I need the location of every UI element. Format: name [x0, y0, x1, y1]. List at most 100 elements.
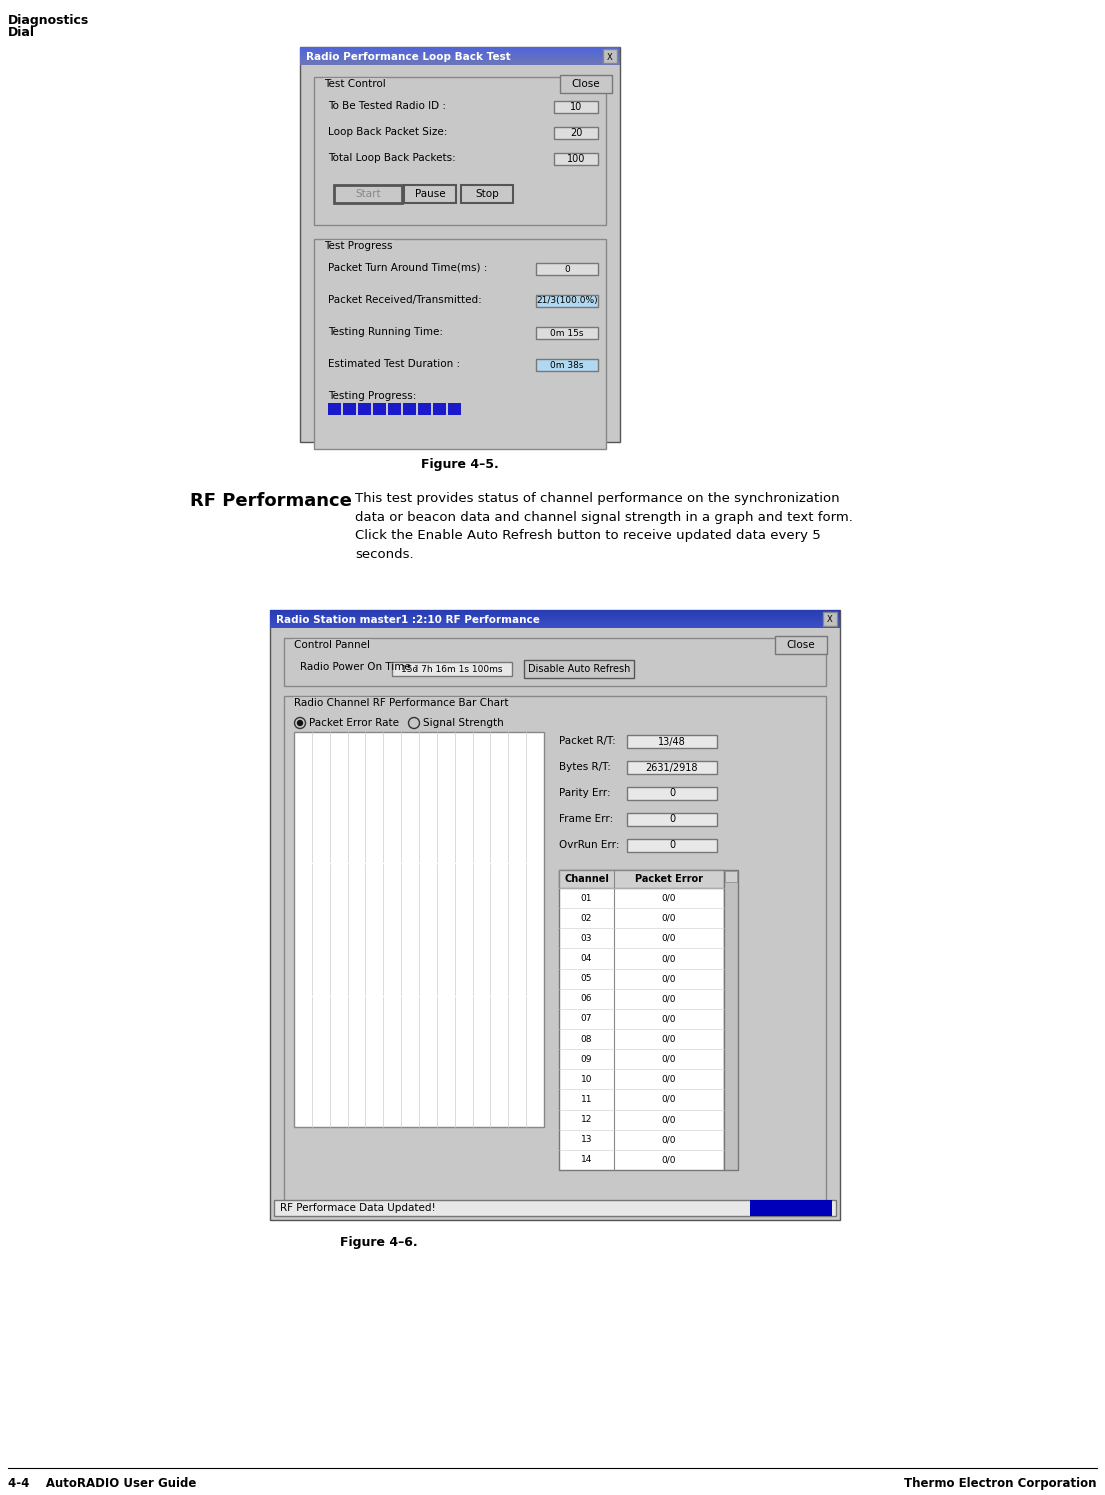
Text: 2631/2918: 2631/2918: [645, 762, 698, 773]
Text: To Be Tested Radio ID :: To Be Tested Radio ID :: [328, 102, 446, 111]
Text: Test Control: Test Control: [324, 79, 386, 90]
Bar: [433, 404, 446, 416]
Text: Estimated Test Duration :: Estimated Test Duration :: [328, 359, 460, 369]
Text: Channel: Channel: [564, 875, 609, 884]
Bar: [725, 872, 737, 882]
Bar: [373, 404, 386, 416]
Bar: [403, 404, 415, 416]
Text: Radio Power On Time :: Radio Power On Time :: [299, 662, 418, 671]
Bar: [536, 295, 598, 306]
Bar: [627, 813, 717, 827]
Text: 0m 38s: 0m 38s: [550, 360, 583, 369]
Bar: [823, 611, 836, 626]
Text: 07: 07: [581, 1015, 592, 1024]
Text: Testing Running Time:: Testing Running Time:: [328, 327, 443, 336]
Text: 0: 0: [669, 815, 675, 825]
Bar: [627, 761, 717, 774]
Text: 0/0: 0/0: [662, 1054, 676, 1064]
Text: 08: 08: [581, 1035, 592, 1044]
Text: 0/0: 0/0: [662, 1075, 676, 1084]
Text: 06: 06: [581, 994, 592, 1003]
Text: Radio Station master1 :2:10 RF Performance: Radio Station master1 :2:10 RF Performan…: [276, 614, 540, 625]
Text: 0/0: 0/0: [662, 975, 676, 984]
Text: OvrRun Err:: OvrRun Err:: [559, 840, 620, 851]
Bar: [775, 635, 827, 653]
Bar: [314, 78, 606, 226]
Text: Loop Back Packet Size:: Loop Back Packet Size:: [328, 127, 448, 138]
Text: 0/0: 0/0: [662, 934, 676, 943]
Bar: [750, 1200, 832, 1215]
Text: Start: Start: [355, 188, 381, 199]
Bar: [299, 46, 620, 443]
Text: 15d 7h 16m 1s 100ms: 15d 7h 16m 1s 100ms: [401, 664, 503, 674]
Text: 0/0: 0/0: [662, 894, 676, 903]
Text: 11: 11: [581, 1094, 592, 1103]
Bar: [627, 786, 717, 800]
Bar: [536, 327, 598, 339]
Text: 0: 0: [669, 788, 675, 798]
Bar: [559, 870, 724, 888]
Text: X: X: [828, 616, 833, 625]
Bar: [334, 185, 402, 203]
Bar: [524, 659, 634, 679]
Text: Packet R/T:: Packet R/T:: [559, 736, 615, 746]
Bar: [314, 239, 606, 448]
Bar: [284, 638, 827, 686]
Bar: [274, 1200, 836, 1215]
Bar: [358, 404, 371, 416]
Text: Testing Progress:: Testing Progress:: [328, 392, 417, 401]
Text: 02: 02: [581, 913, 592, 922]
Text: 04: 04: [581, 954, 592, 963]
Text: Diagnostics: Diagnostics: [8, 13, 90, 27]
Bar: [392, 662, 512, 676]
Circle shape: [297, 721, 303, 725]
Bar: [388, 404, 401, 416]
Bar: [603, 49, 617, 63]
Text: 20: 20: [570, 129, 582, 138]
Circle shape: [409, 718, 420, 728]
Text: 13/48: 13/48: [659, 737, 686, 746]
Text: 0m 15s: 0m 15s: [550, 329, 583, 338]
Text: 0/0: 0/0: [662, 1115, 676, 1124]
Text: Total Loop Back Packets:: Total Loop Back Packets:: [328, 152, 455, 163]
Bar: [627, 736, 717, 748]
Bar: [404, 185, 456, 203]
Text: Packet Received/Transmitted:: Packet Received/Transmitted:: [328, 295, 482, 305]
Bar: [536, 359, 598, 371]
Text: Parity Err:: Parity Err:: [559, 788, 611, 798]
Text: 05: 05: [581, 975, 592, 984]
Text: 09: 09: [581, 1054, 592, 1064]
Text: 0/0: 0/0: [662, 1156, 676, 1165]
Text: 14: 14: [581, 1156, 592, 1165]
Text: Thermo Electron Corporation: Thermo Electron Corporation: [905, 1477, 1097, 1491]
Text: This test provides status of channel performance on the synchronization
data or : This test provides status of channel per…: [355, 492, 853, 561]
Text: Stop: Stop: [475, 188, 498, 199]
Bar: [560, 75, 612, 93]
Bar: [418, 404, 431, 416]
Text: 10: 10: [570, 102, 582, 112]
Text: 0/0: 0/0: [662, 913, 676, 922]
Bar: [294, 733, 544, 1127]
Text: 10: 10: [581, 1075, 592, 1084]
Text: Close: Close: [571, 79, 600, 90]
Text: 0/0: 0/0: [662, 954, 676, 963]
Text: 0/0: 0/0: [662, 1135, 676, 1144]
Text: RF Performace Data Updated!: RF Performace Data Updated!: [280, 1203, 435, 1212]
Bar: [627, 839, 717, 852]
Bar: [724, 870, 738, 1171]
Text: 0/0: 0/0: [662, 994, 676, 1003]
Bar: [461, 185, 513, 203]
Text: Disable Auto Refresh: Disable Auto Refresh: [528, 664, 630, 674]
Text: 4-4    AutoRADIO User Guide: 4-4 AutoRADIO User Guide: [8, 1477, 197, 1491]
Text: Control Pannel: Control Pannel: [294, 640, 370, 650]
Text: Test Progress: Test Progress: [324, 241, 392, 251]
Text: Close: Close: [787, 640, 815, 650]
Text: Pause: Pause: [414, 188, 445, 199]
Bar: [554, 152, 598, 164]
Bar: [270, 610, 840, 1220]
Bar: [536, 263, 598, 275]
Text: Packet Turn Around Time(ms) :: Packet Turn Around Time(ms) :: [328, 263, 487, 274]
Text: 0: 0: [669, 840, 675, 851]
Bar: [328, 404, 341, 416]
Text: Signal Strength: Signal Strength: [423, 718, 504, 728]
